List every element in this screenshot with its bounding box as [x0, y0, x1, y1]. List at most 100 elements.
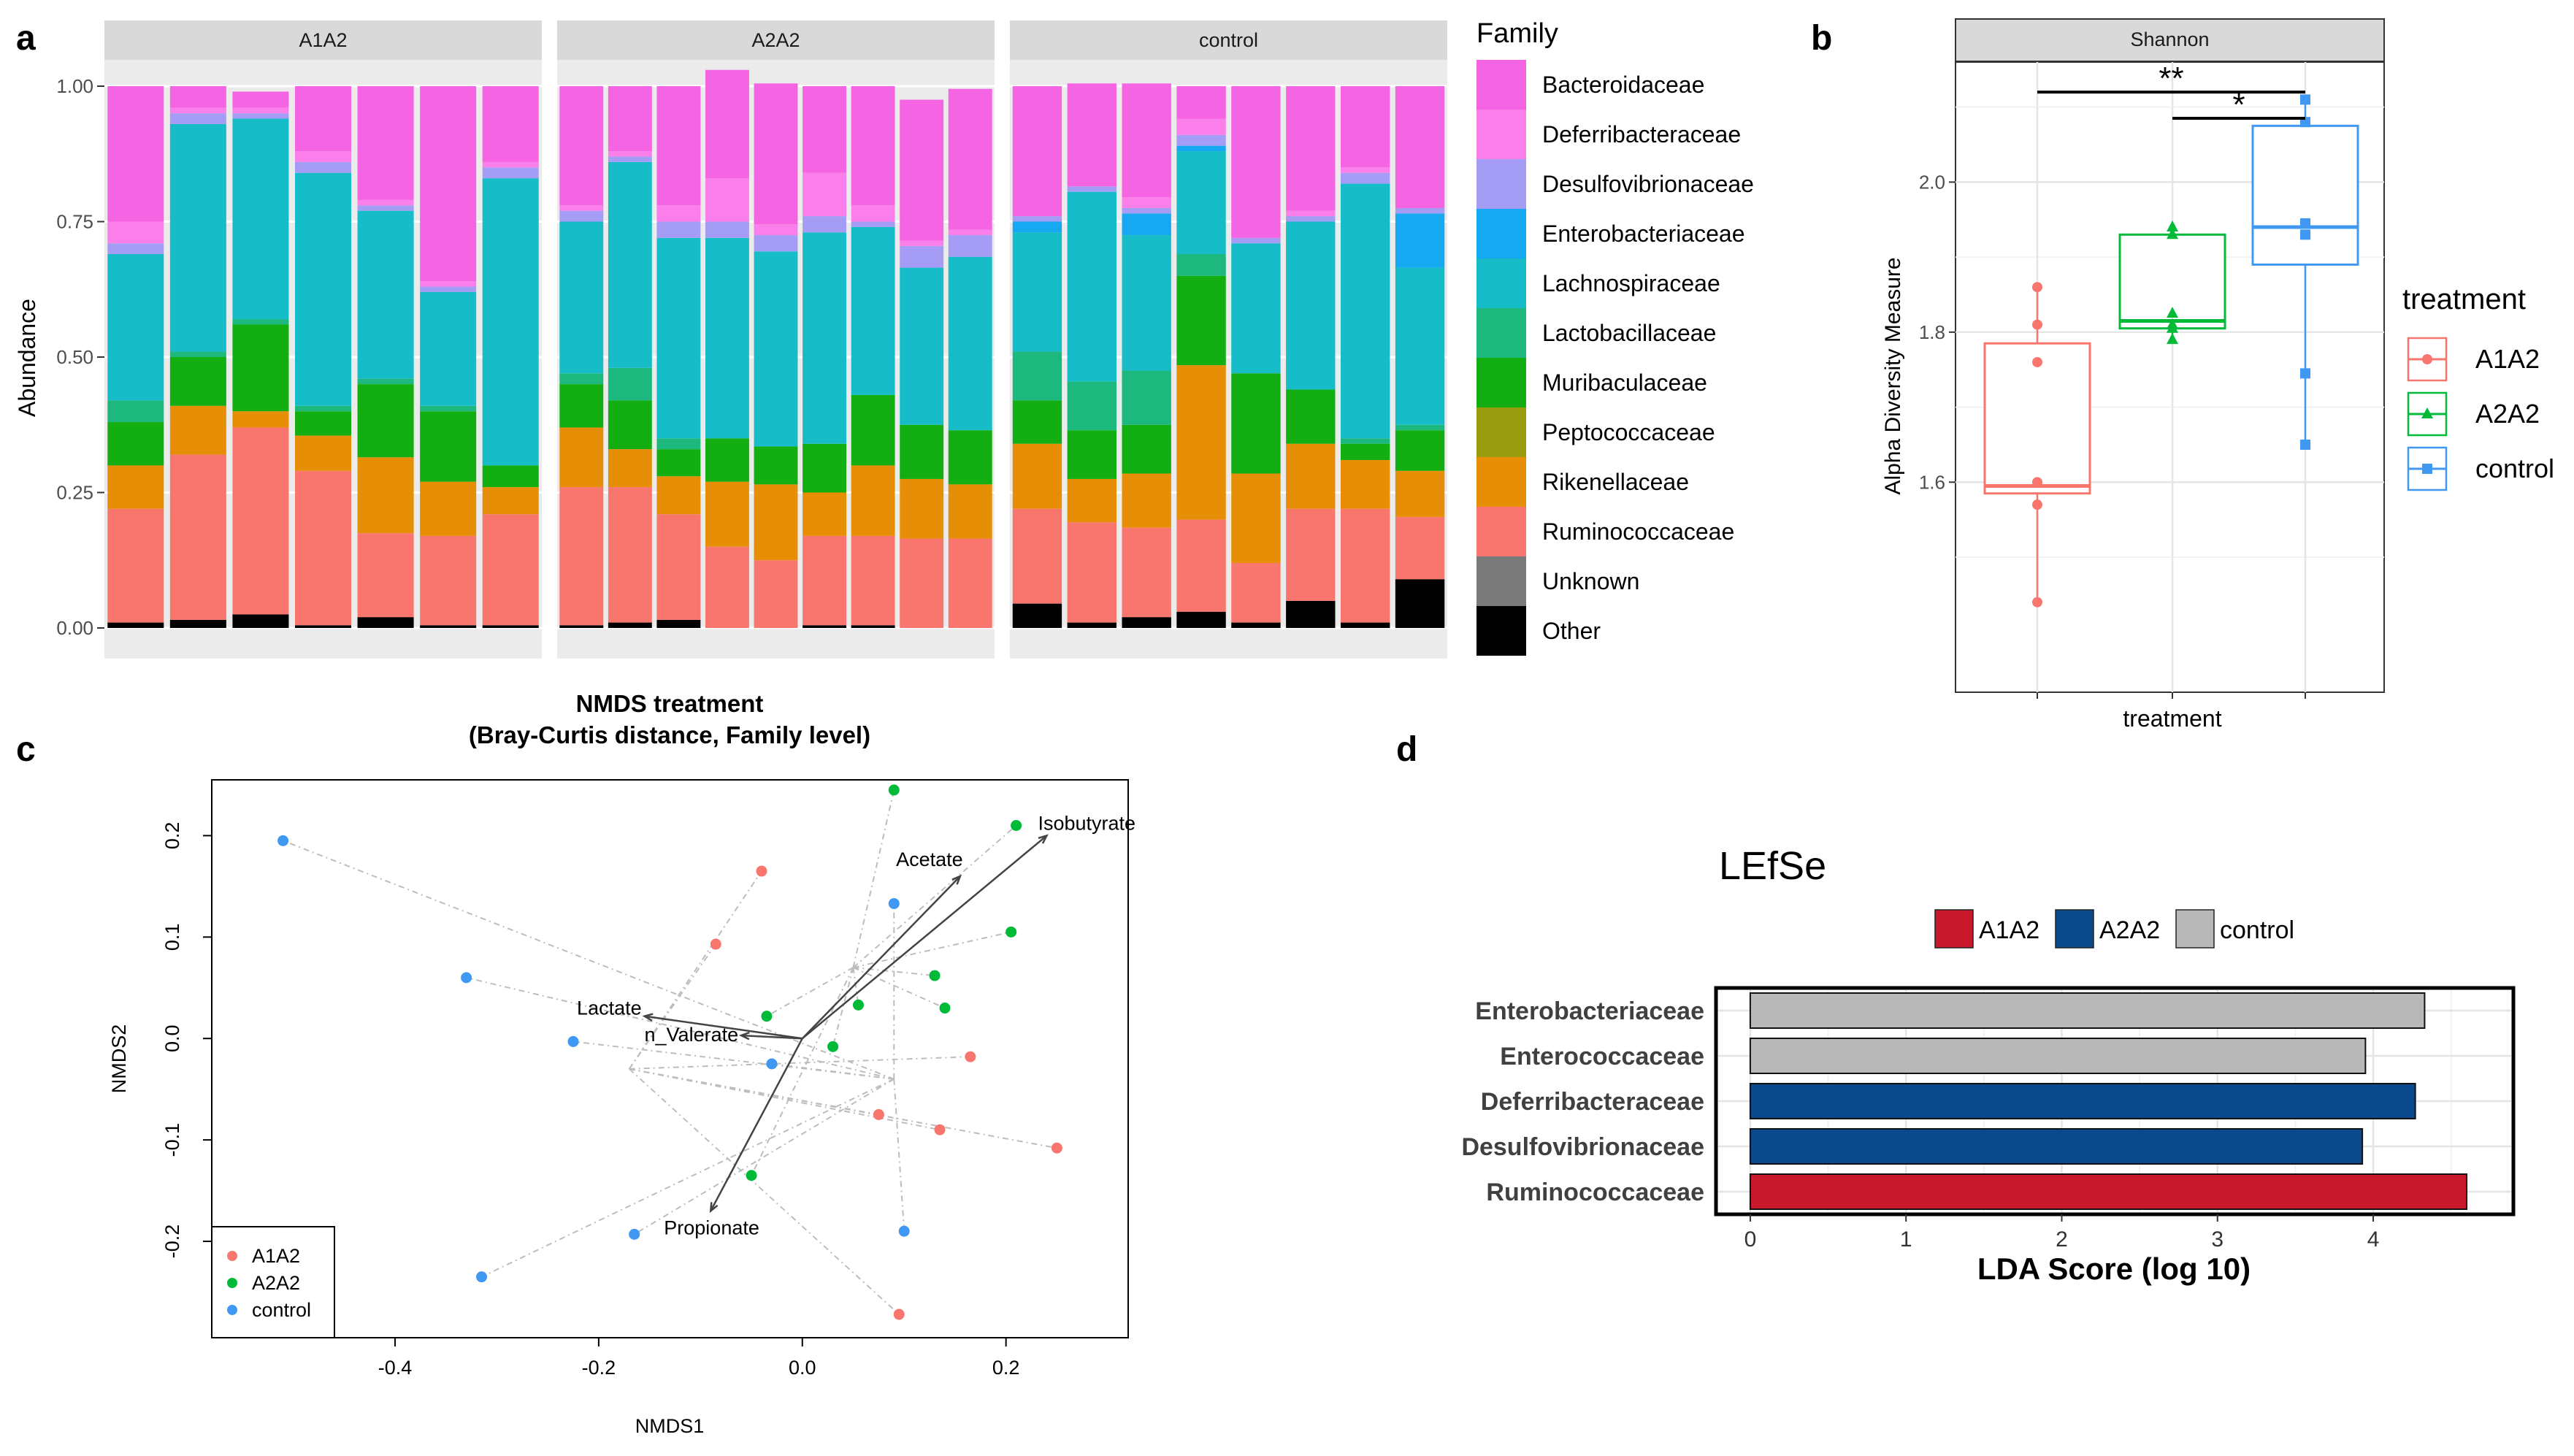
data-point	[277, 835, 289, 846]
bar-segment-deferribacteraceae	[948, 229, 992, 236]
bar-segment-rikenellaceae	[1286, 443, 1336, 509]
y-axis-label: Abundance	[14, 299, 40, 417]
data-point	[1051, 1142, 1062, 1154]
bar-segment-deferribacteraceae	[482, 161, 539, 168]
y-tick-label: 0.1	[161, 924, 183, 951]
bar-segment-lachnospiraceae	[357, 210, 414, 379]
legend-label: A2A2	[2099, 916, 2160, 944]
bar-segment-ruminococcaceae	[1340, 508, 1390, 623]
bar-segment-muribaculaceae	[1286, 389, 1336, 444]
bar-segment-desulfovibrionaceae	[1067, 186, 1117, 192]
legend-swatch-desulfovibrionaceae	[1476, 159, 1526, 209]
x-tick-label: 1	[1900, 1227, 1912, 1252]
legend-swatch-a1a2	[1934, 909, 1974, 949]
box-A2A2	[2118, 221, 2226, 345]
bar-segment-lachnospiraceae	[803, 232, 847, 444]
legend-swatch-enterobacteriaceae	[1476, 209, 1526, 258]
chart-subtitle: (Bray-Curtis distance, Family level)	[469, 721, 870, 748]
vector-arrowhead	[951, 874, 962, 885]
bar-segment-ruminococcaceae	[803, 535, 847, 626]
legend-swatch-lactobacillaceae	[1476, 308, 1526, 358]
bar-ruminococcaceae	[1749, 1173, 2468, 1210]
category-label: Enterobacteriaceae	[1475, 997, 1704, 1025]
bar-segment-ruminococcaceae	[169, 454, 226, 620]
bar-segment-desulfovibrionaceae	[656, 221, 701, 238]
legend-marker	[227, 1305, 237, 1315]
bar-segment-deferribacteraceae	[357, 199, 414, 206]
bar-segment-muribaculaceae	[754, 446, 798, 485]
legend-label: A2A2	[252, 1272, 300, 1294]
bar-segment-rikenellaceae	[420, 481, 477, 536]
y-tick-label: 1.6	[1919, 471, 1945, 493]
x-tick-label: -0.2	[582, 1357, 616, 1379]
spider-line	[852, 789, 895, 968]
data-point	[629, 1228, 640, 1240]
spider-line	[628, 943, 717, 1070]
bar-segment-muribaculaceae	[1067, 430, 1117, 479]
bar-segment-lachnospiraceae	[232, 118, 289, 320]
panel-a-stacked-bar-chart: A1A2 A2A2 control 0.00 0.25 0.50 0.75 1.00 Abund…	[14, 18, 1754, 659]
bar-segment-ruminococcaceae	[420, 535, 477, 626]
vector-arrowhead	[1038, 834, 1049, 844]
bar-segment-other	[1340, 622, 1390, 628]
data-point	[2167, 228, 2178, 240]
legend-label: Bacteroidaceae	[1542, 72, 1704, 98]
bar-segment-desulfovibrionaceae	[294, 161, 352, 173]
bar-segment-desulfovibrionaceae	[1231, 237, 1281, 244]
bar-segment-other	[1067, 622, 1117, 628]
facet-strip-label: control	[1199, 29, 1258, 51]
bar-segment-rikenellaceae	[559, 427, 604, 488]
bar-segment-other	[357, 617, 414, 628]
bar-segment-ruminococcaceae	[1231, 562, 1281, 623]
bar-segment-muribaculaceae	[232, 324, 289, 412]
legend-label: A1A2	[252, 1245, 300, 1267]
data-point	[2167, 318, 2178, 329]
spider-line	[853, 967, 946, 1009]
bar-segment-bacteroidaceae	[169, 86, 226, 108]
bar-segment-ruminococcaceae	[232, 427, 289, 615]
bar-segment-enterobacteriaceae	[1395, 213, 1445, 268]
legend-swatch-bacteroidaceae	[1476, 60, 1526, 110]
data-point	[939, 1003, 951, 1014]
bar-segment-rikenellaceae	[1122, 473, 1171, 528]
data-point	[2032, 499, 2042, 510]
data-point	[965, 1051, 976, 1062]
vector-arrow	[741, 1034, 803, 1040]
panel-label-b: b	[1811, 19, 1832, 58]
bar-segment-lachnospiraceae	[608, 161, 652, 368]
bar-segment-rikenellaceae	[1176, 365, 1226, 520]
bar-segment-lactobacillaceae	[1395, 424, 1445, 431]
legend-marker	[227, 1251, 237, 1261]
bar-segment-rikenellaceae	[107, 465, 164, 509]
data-point	[2032, 597, 2042, 608]
data-point	[1011, 820, 1022, 832]
bar-segment-lachnospiraceae	[900, 267, 944, 425]
legend-label: A1A2	[1979, 916, 2039, 944]
spider-line	[629, 1068, 941, 1131]
x-tick-label: 0.0	[789, 1357, 816, 1379]
bar-desulfovibrionaceae	[1749, 1128, 2364, 1165]
bar-segment-rikenellaceae	[608, 449, 652, 488]
bar-segment-desulfovibrionaceae	[1395, 207, 1445, 214]
y-tick-label: 0.25	[56, 482, 93, 504]
bar-segment-desulfovibrionaceae	[482, 167, 539, 179]
bar-segment-ruminococcaceae	[1286, 508, 1336, 601]
bar-segment-lactobacillaceae	[1122, 370, 1171, 425]
data-point	[476, 1271, 488, 1283]
bar-segment-deferribacteraceae	[1340, 167, 1390, 173]
spider-line	[629, 1068, 1057, 1149]
bar-segment-lachnospiraceae	[1231, 243, 1281, 374]
bar-segment-ruminococcaceae	[1176, 519, 1226, 612]
x-tick-label: 0.2	[992, 1357, 1020, 1379]
bar-segment-rikenellaceae	[851, 465, 895, 536]
bar-segment-other	[169, 619, 226, 628]
x-tick-label: -0.4	[378, 1357, 413, 1379]
legend-swatch-peptococcaceae	[1476, 407, 1526, 457]
spider-line	[634, 1078, 895, 1235]
bar-segment-muribaculaceae	[656, 449, 701, 477]
bar-segment-muribaculaceae	[608, 400, 652, 450]
vector-arrow	[710, 1038, 803, 1211]
bar-segment-bacteroidaceae	[1012, 86, 1062, 217]
legend-label: control	[252, 1299, 311, 1321]
